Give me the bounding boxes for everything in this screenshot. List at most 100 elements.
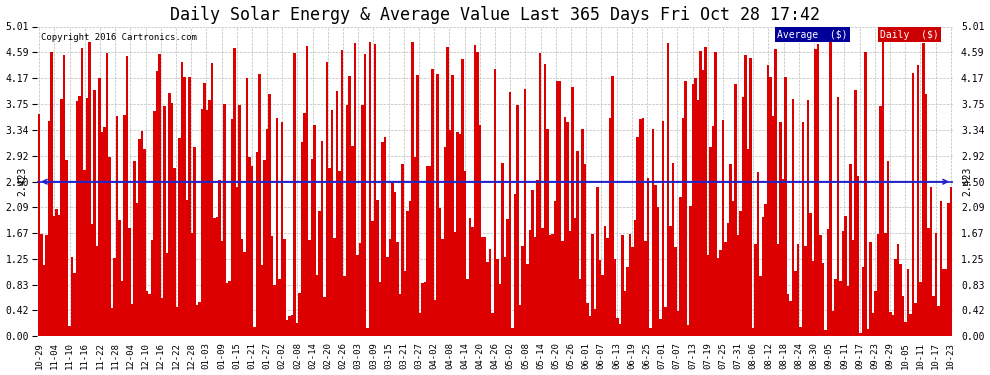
Bar [203, 83, 206, 336]
Bar [351, 146, 353, 336]
Bar [556, 81, 559, 336]
Bar [188, 77, 191, 336]
Bar [276, 118, 278, 336]
Bar [78, 96, 80, 336]
Bar [356, 255, 358, 336]
Title: Daily Solar Energy & Average Value Last 365 Days Fri Oct 28 17:42: Daily Solar Energy & Average Value Last … [170, 6, 820, 24]
Bar [609, 118, 612, 336]
Bar [85, 99, 88, 336]
Bar [666, 43, 669, 336]
Bar [163, 106, 165, 336]
Bar [221, 241, 224, 336]
Bar [602, 275, 604, 336]
Bar [722, 120, 724, 336]
Bar [851, 240, 854, 336]
Bar [522, 246, 524, 336]
Bar [837, 97, 840, 336]
Bar [273, 285, 276, 336]
Bar [812, 261, 815, 336]
Bar [401, 164, 404, 336]
Bar [659, 320, 661, 336]
Bar [466, 279, 468, 336]
Bar [461, 59, 463, 336]
Bar [278, 279, 281, 336]
Bar [468, 218, 471, 336]
Bar [877, 234, 879, 336]
Bar [884, 233, 887, 336]
Bar [524, 89, 527, 336]
Bar [158, 54, 160, 336]
Bar [792, 99, 794, 336]
Bar [281, 122, 283, 336]
Text: Daily  ($): Daily ($) [880, 30, 939, 40]
Bar [574, 217, 576, 336]
Bar [930, 187, 932, 336]
Bar [437, 74, 439, 336]
Bar [787, 294, 789, 336]
Bar [669, 226, 671, 336]
Bar [150, 240, 153, 336]
Bar [694, 78, 697, 336]
Bar [569, 231, 571, 336]
Bar [181, 62, 183, 336]
Bar [489, 249, 491, 336]
Bar [494, 69, 496, 336]
Bar [769, 77, 772, 336]
Bar [309, 240, 311, 336]
Bar [561, 242, 564, 336]
Bar [687, 325, 689, 336]
Bar [501, 163, 504, 336]
Bar [208, 99, 211, 336]
Bar [414, 157, 416, 336]
Bar [849, 164, 851, 336]
Bar [527, 264, 529, 336]
Bar [303, 113, 306, 336]
Bar [93, 90, 96, 336]
Bar [53, 216, 55, 336]
Bar [191, 233, 193, 336]
Bar [754, 244, 756, 336]
Bar [882, 42, 884, 336]
Bar [366, 328, 368, 336]
Bar [231, 119, 234, 336]
Bar [173, 168, 175, 336]
Bar [426, 166, 429, 336]
Bar [897, 244, 900, 336]
Bar [639, 119, 642, 336]
Bar [689, 206, 692, 336]
Bar [589, 316, 591, 336]
Bar [155, 72, 158, 336]
Bar [864, 53, 867, 336]
Bar [912, 73, 915, 336]
Bar [859, 333, 862, 336]
Bar [514, 194, 517, 336]
Bar [113, 258, 116, 336]
Bar [486, 262, 489, 336]
Bar [761, 217, 764, 336]
Bar [920, 282, 922, 336]
Bar [241, 238, 244, 336]
Bar [258, 74, 260, 336]
Bar [373, 44, 376, 336]
Bar [331, 110, 334, 336]
Bar [196, 306, 198, 336]
Bar [186, 200, 188, 336]
Text: 2.423: 2.423 [962, 167, 972, 196]
Bar [229, 281, 231, 336]
Bar [378, 282, 381, 336]
Bar [88, 42, 90, 336]
Bar [55, 209, 58, 336]
Bar [41, 234, 43, 336]
Bar [707, 255, 709, 336]
Bar [73, 273, 75, 336]
Bar [368, 42, 371, 336]
Bar [766, 64, 769, 336]
Bar [246, 78, 248, 336]
Bar [383, 137, 386, 336]
Bar [216, 217, 218, 336]
Bar [709, 147, 712, 336]
Bar [58, 215, 60, 336]
Bar [421, 283, 424, 336]
Bar [248, 157, 250, 336]
Bar [263, 160, 266, 336]
